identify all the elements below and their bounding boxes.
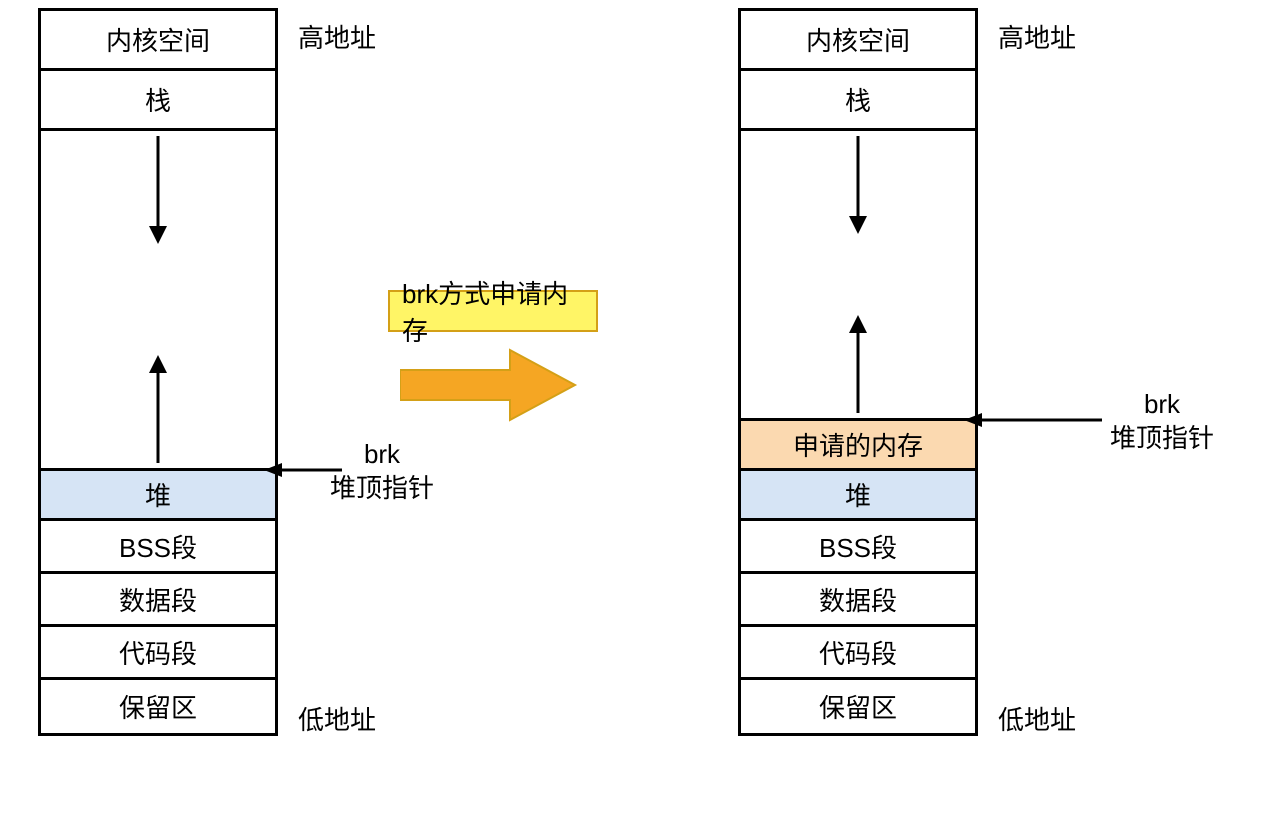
cell-label: 代码段 — [119, 634, 197, 671]
cell-free-right — [741, 131, 975, 421]
cell-reserved-left: 保留区 — [41, 680, 275, 733]
cell-data-right: 数据段 — [741, 574, 975, 627]
brk-text: brk — [1144, 389, 1180, 419]
cell-label: 数据段 — [819, 581, 897, 618]
cell-code-right: 代码段 — [741, 627, 975, 680]
cell-label: 申请的内存 — [793, 426, 923, 463]
brk-pointer-text: 堆顶指针 — [1110, 423, 1214, 453]
cell-label: BSS段 — [819, 528, 897, 565]
brk-pointer-arrow-right — [962, 410, 1102, 430]
cell-bss-right: BSS段 — [741, 521, 975, 574]
diagram-container: 内核空间 栈 堆 BSS段 数据段 代码段 保留区 — [0, 0, 1287, 837]
cell-label: 堆 — [845, 476, 871, 513]
low-addr-label-right: 低地址 — [998, 700, 1076, 737]
cell-label: 保留区 — [819, 688, 897, 725]
low-addr-label-left: 低地址 — [298, 700, 376, 737]
yellow-box-text: brk方式申请内存 — [402, 274, 584, 348]
up-arrow-icon — [143, 353, 173, 463]
down-arrow-icon — [143, 136, 173, 246]
cell-label: 栈 — [145, 81, 171, 118]
right-memory-column: 内核空间 栈 申请的内存 堆 BSS段 数据段 代码段 — [738, 8, 978, 736]
down-arrow-icon — [843, 136, 873, 236]
cell-code-left: 代码段 — [41, 627, 275, 680]
cell-data-left: 数据段 — [41, 574, 275, 627]
cell-label: BSS段 — [119, 528, 197, 565]
cell-bss-left: BSS段 — [41, 521, 275, 574]
cell-label: 堆 — [145, 476, 171, 513]
cell-label: 栈 — [845, 81, 871, 118]
up-arrow-icon — [843, 313, 873, 413]
brk-pointer-label-left: brk 堆顶指针 — [330, 438, 434, 506]
cell-reserved-right: 保留区 — [741, 680, 975, 733]
big-right-arrow-icon — [400, 345, 580, 425]
cell-free-left — [41, 131, 275, 471]
cell-label: 内核空间 — [106, 21, 210, 58]
cell-kernel-left: 内核空间 — [41, 11, 275, 71]
brk-pointer-label-right: brk 堆顶指针 — [1110, 388, 1214, 456]
cell-stack-right: 栈 — [741, 71, 975, 131]
high-addr-label-right: 高地址 — [998, 18, 1076, 55]
brk-method-box: brk方式申请内存 — [388, 290, 598, 332]
high-addr-label-left: 高地址 — [298, 18, 376, 55]
brk-pointer-text: 堆顶指针 — [330, 473, 434, 503]
cell-label: 代码段 — [819, 634, 897, 671]
cell-stack-left: 栈 — [41, 71, 275, 131]
cell-label: 保留区 — [119, 688, 197, 725]
cell-heap-left: 堆 — [41, 471, 275, 521]
cell-allocated-right: 申请的内存 — [741, 421, 975, 471]
left-memory-column: 内核空间 栈 堆 BSS段 数据段 代码段 保留区 — [38, 8, 278, 736]
cell-label: 内核空间 — [806, 21, 910, 58]
cell-heap-right: 堆 — [741, 471, 975, 521]
cell-kernel-right: 内核空间 — [741, 11, 975, 71]
brk-text: brk — [364, 439, 400, 469]
cell-label: 数据段 — [119, 581, 197, 618]
